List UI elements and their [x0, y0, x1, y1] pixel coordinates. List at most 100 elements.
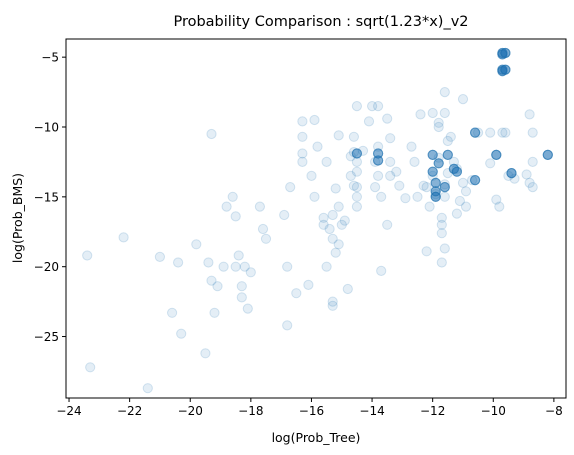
- dense-point-9-0: [439, 182, 450, 193]
- data-points: [82, 47, 553, 394]
- x-tick-label: −20: [178, 404, 203, 418]
- dense-point-10-2: [442, 149, 453, 160]
- dense-point-11-0: [448, 163, 459, 174]
- data-point-122: [460, 186, 472, 197]
- dense-point-7-5: [430, 191, 441, 202]
- dense-point-7-2: [430, 191, 441, 202]
- data-point-23: [239, 261, 250, 272]
- data-point-89: [406, 141, 417, 152]
- data-point-106: [436, 228, 447, 239]
- dense-point-16-4: [497, 47, 508, 59]
- data-point-140: [524, 109, 535, 120]
- data-point-129: [491, 194, 502, 205]
- dense-point-5-5: [430, 177, 441, 188]
- dense-point-2-2: [373, 155, 384, 166]
- dense-point-9-1: [439, 182, 450, 193]
- data-point-88: [400, 193, 411, 204]
- data-point-75: [370, 182, 381, 193]
- data-point-4: [154, 251, 165, 262]
- data-point-16: [221, 201, 232, 212]
- dense-point-17-3: [497, 49, 508, 60]
- data-point-40: [309, 114, 320, 126]
- data-point-30: [282, 261, 293, 272]
- data-point-137: [509, 173, 520, 184]
- dense-point-8-3: [433, 158, 444, 169]
- data-point-109: [439, 107, 450, 119]
- dense-point-3-1: [427, 149, 438, 160]
- dense-point-15-5: [491, 149, 502, 160]
- data-point-3: [142, 383, 153, 394]
- dense-point-22-5: [506, 168, 517, 179]
- dense-point-0-5: [351, 148, 362, 159]
- x-tick-label: −14: [359, 404, 384, 418]
- dense-point-19-2: [497, 66, 508, 77]
- dense-point-3-3: [427, 149, 438, 160]
- x-tick-label: −22: [117, 404, 142, 418]
- data-point-103: [433, 152, 444, 163]
- dense-point-18-4: [497, 64, 508, 75]
- dense-point-20-2: [500, 47, 511, 59]
- dense-point-9-2: [439, 182, 450, 193]
- dense-point-9-5: [439, 182, 450, 193]
- data-point-125: [473, 127, 484, 138]
- dense-point-5-0: [430, 177, 441, 188]
- dense-point-15-0: [491, 149, 502, 160]
- data-point-63: [348, 147, 359, 158]
- dense-point-6-2: [430, 186, 441, 197]
- data-point-65: [351, 101, 362, 112]
- dense-point-0-1: [351, 148, 362, 159]
- dense-point-6-5: [430, 186, 441, 197]
- x-tick-label: −8: [545, 404, 563, 418]
- data-point-116: [448, 156, 459, 167]
- data-point-61: [345, 170, 356, 181]
- data-point-96: [424, 201, 435, 212]
- dense-point-0-3: [351, 148, 362, 159]
- dense-point-4-5: [427, 166, 438, 177]
- data-point-144: [542, 149, 553, 160]
- dense-point-14-4: [470, 175, 481, 186]
- data-point-121: [457, 177, 469, 188]
- dense-point-14-1: [470, 175, 481, 186]
- data-point-108: [439, 87, 450, 98]
- dense-point-22-3: [506, 168, 517, 179]
- data-point-142: [527, 156, 538, 167]
- dense-point-17-4: [497, 49, 508, 60]
- dense-point-20-3: [500, 47, 511, 59]
- data-point-53: [330, 247, 341, 258]
- dense-point-14-2: [470, 175, 481, 186]
- dense-point-6-4: [430, 186, 441, 197]
- dense-point-18-1: [497, 64, 508, 75]
- dense-point-15-4: [491, 149, 502, 160]
- dense-point-19-0: [497, 66, 508, 77]
- dense-point-6-0: [430, 186, 441, 197]
- data-point-66: [351, 156, 362, 167]
- data-point-80: [376, 265, 387, 276]
- dense-point-9-4: [439, 182, 450, 193]
- dense-point-1-1: [373, 148, 384, 159]
- data-point-10: [203, 257, 214, 268]
- dense-point-7-1: [430, 191, 441, 202]
- dense-point-20-0: [500, 47, 511, 59]
- data-point-55: [333, 201, 344, 212]
- dense-point-18-3: [497, 64, 508, 75]
- dense-point-1-2: [373, 148, 384, 159]
- dense-point-3-5: [427, 149, 438, 160]
- dense-point-16-3: [497, 47, 508, 59]
- dense-point-2-4: [373, 155, 384, 166]
- data-point-9: [200, 348, 211, 359]
- data-point-21: [236, 281, 247, 292]
- dense-point-10-4: [442, 149, 453, 160]
- data-point-71: [357, 145, 369, 156]
- data-point-97: [427, 107, 438, 119]
- data-point-141: [527, 127, 538, 138]
- dense-point-1-3: [373, 148, 384, 159]
- dense-point-17-0: [497, 49, 508, 60]
- dense-point-14-3: [470, 175, 481, 186]
- data-point-78: [373, 170, 384, 181]
- data-point-138: [521, 169, 532, 180]
- dense-point-1-0: [373, 148, 384, 159]
- dense-point-4-1: [427, 166, 438, 177]
- dense-point-18-2: [497, 64, 508, 75]
- dense-point-22-2: [506, 168, 517, 179]
- dense-point-15-2: [491, 149, 502, 160]
